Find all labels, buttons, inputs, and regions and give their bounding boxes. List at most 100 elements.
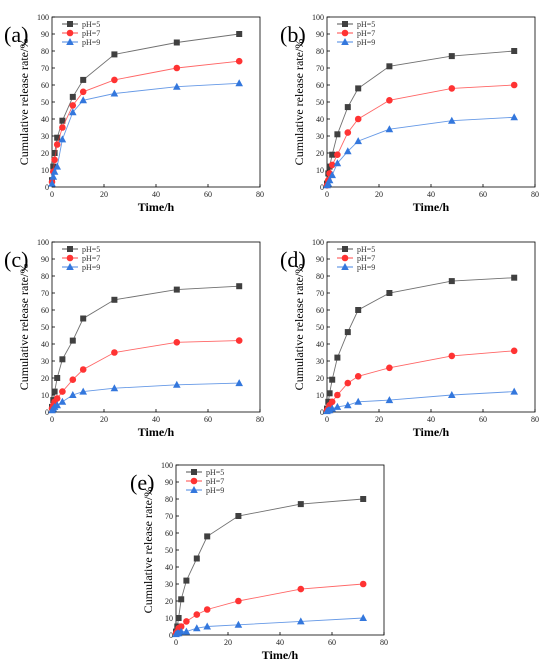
y-tick-label: 100: [37, 13, 49, 22]
data-point: [234, 620, 243, 628]
data-point: [69, 391, 77, 398]
data-point: [53, 162, 61, 170]
series-line: [51, 382, 240, 411]
data-point: [448, 116, 456, 124]
data-point: [511, 274, 518, 281]
data-point: [51, 150, 58, 156]
y-tick-label: 0: [45, 408, 49, 417]
data-point: [79, 88, 87, 96]
x-tick-label: 20: [224, 638, 232, 647]
legend-marker: [66, 263, 74, 270]
y-tick-label: 90: [316, 30, 324, 39]
legend-label: pH=9: [357, 38, 375, 47]
x-tick-label: 0: [50, 415, 54, 424]
data-point: [328, 398, 336, 406]
x-tick-label: 40: [276, 638, 284, 647]
data-point: [173, 39, 180, 46]
data-point: [193, 624, 201, 632]
data-point: [173, 286, 180, 293]
data-point: [58, 397, 67, 405]
y-tick-label: 60: [316, 306, 324, 315]
legend-marker: [66, 29, 74, 37]
data-point: [51, 156, 58, 164]
y-axis-title: Cumulative release rate/%: [292, 264, 306, 391]
legend-marker: [341, 254, 349, 262]
data-point: [386, 63, 393, 70]
y-tick-label: 80: [41, 47, 49, 56]
y-tick-label: 30: [165, 580, 173, 589]
panel-label: (c): [4, 247, 28, 272]
y-tick-label: 90: [316, 255, 324, 264]
data-point: [360, 496, 367, 502]
x-axis-title: Time/h: [138, 200, 175, 214]
y-tick-label: 10: [41, 166, 49, 175]
data-point: [177, 627, 185, 635]
data-point: [334, 131, 341, 138]
data-point: [53, 395, 61, 402]
data-point: [49, 172, 58, 180]
data-point: [344, 147, 352, 155]
x-tick-label: 80: [531, 415, 539, 424]
data-point: [333, 159, 342, 167]
data-point: [54, 375, 61, 381]
data-point: [110, 384, 119, 392]
data-point: [386, 364, 393, 372]
data-point: [111, 349, 118, 356]
y-tick-label: 60: [41, 81, 49, 90]
chart-panel-3: (c) 0 20 40 60 80 0 10 20 30 40 50 60 70 80 90 100 Time/h…: [4, 238, 264, 439]
y-axis-title: Cumulative release rate/%: [17, 39, 31, 166]
y-axis-title: Cumulative release rate/%: [17, 264, 31, 391]
legend-marker: [67, 21, 73, 27]
y-tick-label: 80: [165, 495, 173, 504]
y-axis-title: Cumulative release rate/%: [292, 39, 306, 166]
x-tick-label: 60: [204, 415, 212, 424]
data-point: [177, 623, 185, 630]
data-point: [111, 76, 118, 84]
legend-label: pH=7: [357, 254, 375, 263]
data-point: [183, 618, 190, 625]
series-line: [51, 82, 240, 184]
data-point: [48, 179, 56, 187]
series-line: [51, 60, 240, 182]
data-point: [173, 64, 181, 72]
x-tick-label: 0: [325, 415, 329, 424]
data-point: [328, 161, 336, 169]
legend-label: pH=7: [82, 29, 100, 38]
y-tick-label: 80: [316, 47, 324, 56]
data-point: [110, 89, 119, 97]
data-point: [173, 82, 181, 90]
legend-label: pH=9: [357, 263, 375, 272]
legend-marker: [341, 263, 349, 270]
data-point: [235, 513, 242, 519]
y-tick-label: 10: [316, 391, 324, 400]
series-line: [175, 498, 364, 632]
x-tick-label: 80: [531, 190, 539, 199]
x-tick-label: 80: [380, 638, 388, 647]
x-tick-label: 60: [479, 415, 487, 424]
data-point: [354, 137, 362, 145]
data-point: [355, 307, 362, 313]
x-tick-label: 20: [375, 190, 383, 199]
y-tick-label: 90: [165, 478, 173, 487]
x-tick-label: 20: [100, 190, 108, 199]
legend-marker: [342, 21, 348, 27]
legend-label: pH=5: [206, 468, 224, 477]
series-line: [51, 285, 240, 407]
series-line: [51, 33, 240, 181]
x-tick-label: 0: [174, 638, 178, 647]
x-tick-label: 40: [152, 415, 160, 424]
data-point: [354, 397, 362, 405]
x-tick-label: 80: [256, 415, 264, 424]
x-axis-title: Time/h: [413, 425, 450, 439]
y-tick-label: 20: [316, 149, 324, 158]
data-point: [354, 373, 362, 380]
y-tick-label: 10: [316, 166, 324, 175]
data-point: [178, 596, 185, 603]
x-tick-label: 20: [100, 415, 108, 424]
data-point: [328, 171, 336, 179]
y-axis-title: Cumulative release rate/%: [141, 487, 155, 614]
data-point: [193, 611, 201, 618]
y-tick-label: 30: [316, 132, 324, 141]
data-point: [235, 379, 243, 387]
y-tick-label: 80: [316, 272, 324, 281]
